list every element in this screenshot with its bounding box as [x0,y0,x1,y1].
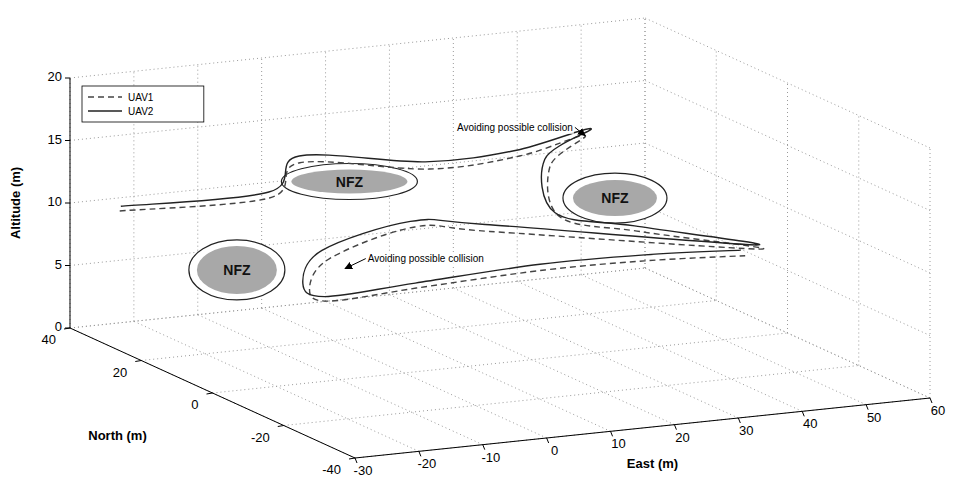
legend-label: UAV1 [128,92,154,103]
no-fly-zone-ring [563,173,667,223]
wall-grid-line [858,116,859,366]
annotation-arrow [345,259,366,269]
x-axis-line [355,398,930,458]
z-tick-label: 0 [55,319,62,334]
y-tick [349,458,355,459]
wall-grid-line [70,18,645,78]
floor-grid-line [70,328,355,458]
floor-grid-line [581,275,866,405]
y-tick [64,328,70,329]
y-tick-label: 20 [113,365,127,380]
chart: -30-20-100102030405060-40-20020400510152… [0,0,967,487]
y-axis-title: North (m) [88,428,147,443]
floor-grid-line [213,333,788,393]
x-tick-label: 20 [675,430,689,445]
z-tick-label: 10 [48,194,62,209]
x-tick-label: -20 [417,456,436,471]
floor-grid-line [389,295,674,425]
no-fly-zone-label: NFZ [336,174,364,190]
no-fly-zone [291,170,407,194]
trajectory-line [121,128,760,296]
annotation-background [367,252,485,265]
wall-grid-line [645,143,930,273]
y-tick [278,426,284,427]
trajectory-line [120,135,764,301]
no-fly-zone [573,180,657,216]
z-tick [65,203,70,204]
legend-label: UAV2 [128,106,154,117]
floor-grid-line [517,281,802,411]
y-tick-label: 40 [42,332,56,347]
z-axis-title: Altitude (m) [8,167,23,239]
legend-box [82,86,204,122]
x-tick-label: -30 [354,463,373,478]
annotation-arrow [575,127,585,135]
wall-grid-line [716,51,717,301]
wall-grid-line [645,81,930,211]
y-tick-label: 0 [191,397,198,412]
wall-grid-line [70,81,645,141]
floor-grid-line [645,268,930,398]
x-tick [547,438,549,443]
no-fly-zone [197,246,277,294]
x-tick-label: -10 [481,450,500,465]
no-fly-zone-label: NFZ [601,190,629,206]
floor-grid-line [141,301,716,361]
annotation-text: Avoiding possible collision [368,253,484,264]
x-tick-label: 10 [611,436,625,451]
no-fly-zone-ring [189,240,285,300]
annotation-background [456,121,574,134]
wall-grid-line [645,18,930,148]
z-tick-label: 15 [48,132,62,147]
annotation-text: Avoiding possible collision [457,122,573,133]
trajectories [120,128,764,301]
z-tick-label: 5 [55,257,62,272]
z-tick-label: 20 [48,69,62,84]
y-tick-label: -40 [322,462,341,477]
y-tick [207,393,213,394]
x-axis-title: East (m) [627,456,678,471]
floor-grid-line [453,288,738,418]
wall-grid-line [645,206,930,336]
y-axis-line [70,328,355,458]
z-tick [65,78,70,79]
wall-grid-line [70,143,645,203]
legend-swatch [88,110,122,111]
y-tick-label: -20 [251,430,270,445]
y-tick [135,361,141,362]
x-tick-label: 0 [551,443,558,458]
x-tick-label: 30 [739,423,753,438]
z-tick [65,265,70,266]
floor-grid-line [355,398,930,458]
annotations: Avoiding possible collision Avoiding poss… [345,121,585,269]
no-fly-zone-ring [281,164,417,200]
x-tick-label: 50 [867,410,881,425]
x-tick-label: 60 [931,403,945,418]
z-tick [65,140,70,141]
legend: UAV1 UAV2 [82,86,204,122]
legend-swatch [88,96,122,97]
x-tick-label: 40 [803,416,817,431]
axes [64,78,932,463]
grid [70,18,930,458]
no-fly-zone-label: NFZ [223,262,251,278]
z-tick [65,328,70,329]
no-fly-zones: NFZ NFZ NFZ [189,164,667,300]
wall-grid-line [645,268,930,398]
floor-grid-line [284,366,859,426]
